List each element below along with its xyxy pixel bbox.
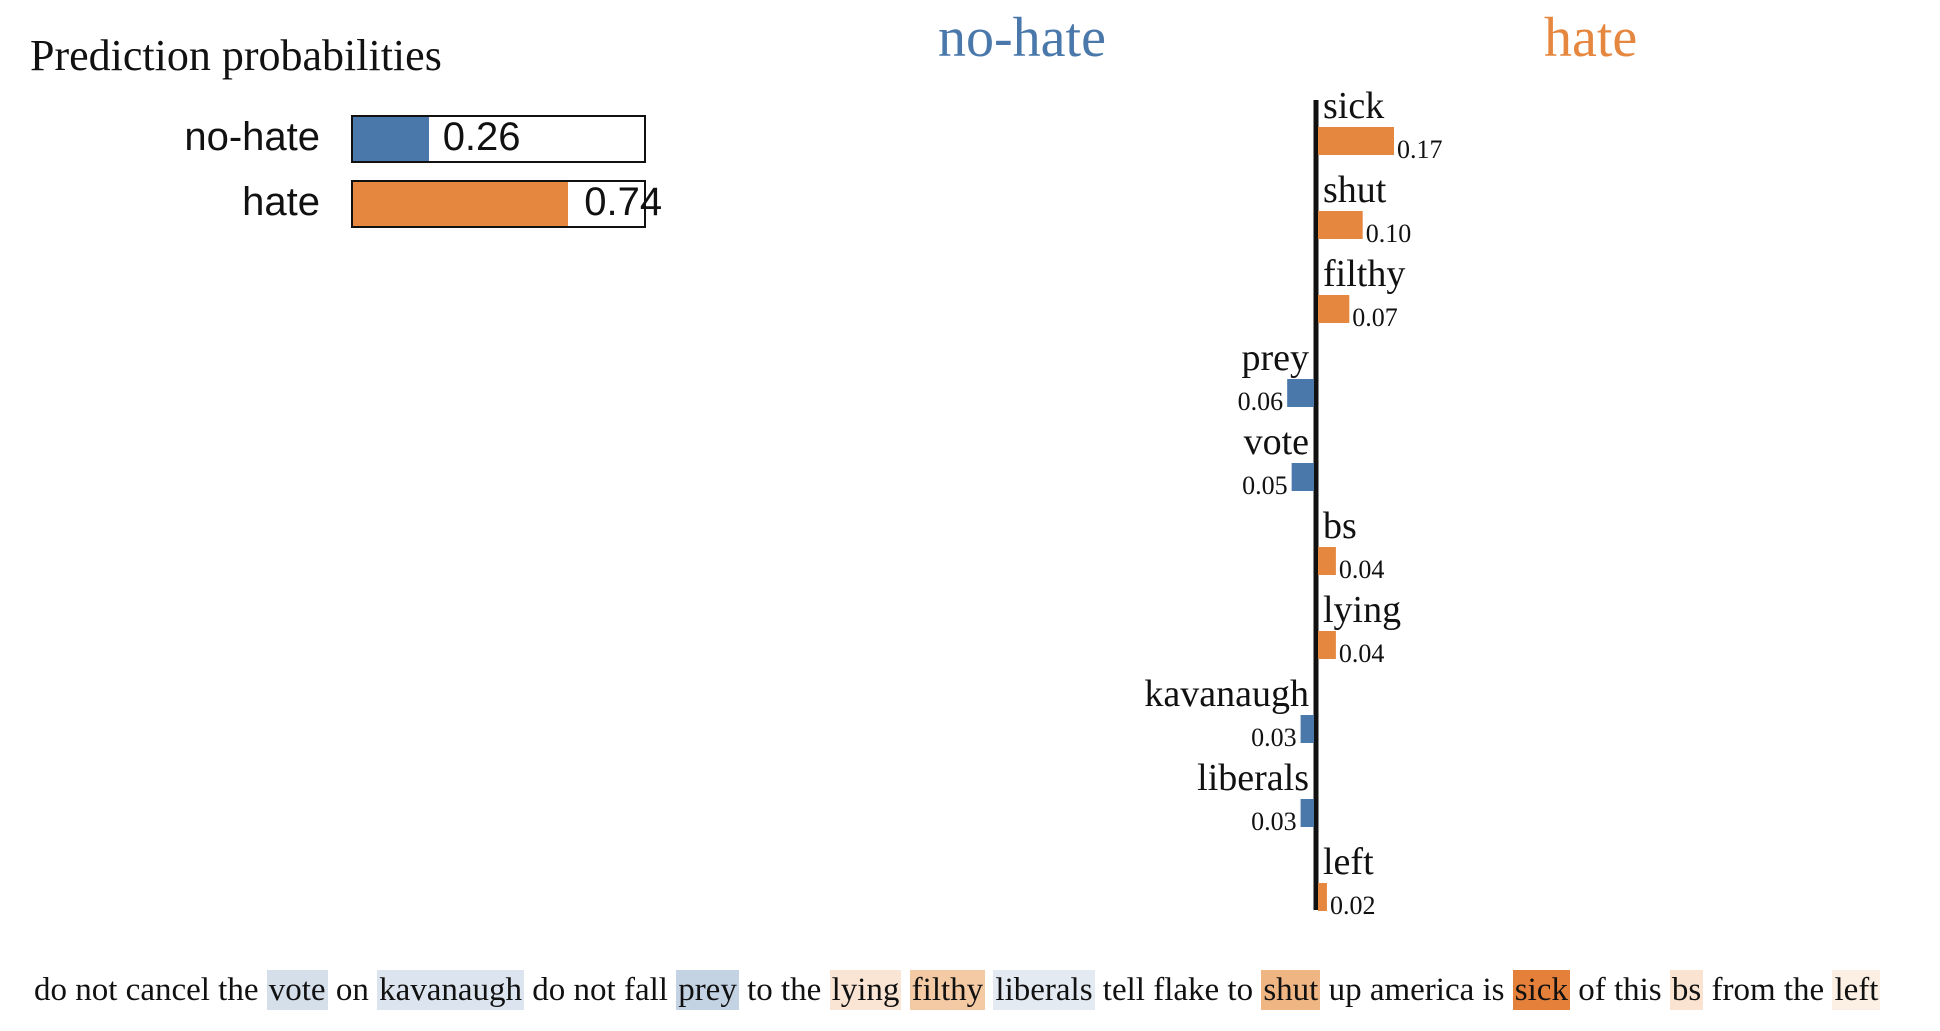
hate-class-header: hate: [1544, 7, 1638, 69]
feature-value-liberals: 0.03: [1251, 807, 1297, 836]
highlighted-word-liberals: liberals: [993, 970, 1095, 1010]
highlighted-text: do not cancel the vote on kavanaugh do n…: [34, 970, 1881, 1010]
feature-label-kavanaugh: kavanaugh: [1144, 673, 1309, 715]
no-hate-class-header: no-hate: [938, 7, 1106, 69]
feature-value-lying: 0.04: [1339, 639, 1385, 668]
prob-bar-hate: [351, 180, 646, 228]
highlighted-word-bs: bs: [1669, 970, 1704, 1010]
feature-value-vote: 0.05: [1242, 471, 1288, 500]
text-segment: of this: [1569, 972, 1670, 1008]
feature-label-bs: bs: [1323, 505, 1357, 547]
highlighted-word-filthy: filthy: [909, 970, 986, 1010]
feature-label-prey: prey: [1241, 337, 1309, 379]
feature-bar-vote: [1291, 463, 1314, 491]
feature-label-lying: lying: [1323, 589, 1401, 631]
feature-bar-shut: [1318, 211, 1363, 239]
prob-fill-no-hate: [353, 117, 429, 161]
feature-value-shut: 0.10: [1366, 219, 1412, 248]
highlighted-word-shut: shut: [1261, 970, 1321, 1010]
prob-label-no-hate: no-hate: [184, 115, 320, 159]
feature-label-vote: vote: [1244, 421, 1309, 463]
feature-bar-left: [1318, 883, 1327, 911]
highlighted-word-kavanaugh: kavanaugh: [377, 970, 525, 1010]
prob-value-hate: 0.74: [584, 180, 663, 224]
highlighted-word-prey: prey: [676, 970, 739, 1010]
feature-bar-liberals: [1300, 799, 1314, 827]
feature-value-prey: 0.06: [1238, 387, 1284, 416]
feature-label-shut: shut: [1323, 169, 1387, 211]
text-segment: do not cancel the: [34, 972, 267, 1008]
feature-bar-kavanaugh: [1300, 715, 1314, 743]
prob-value-no-hate: 0.26: [442, 115, 521, 159]
text-segment: up america is: [1320, 972, 1513, 1008]
feature-weights-chart: sick 0.17 shut 0.10 filthy 0.07 prey 0.06 vote 0.…: [1144, 85, 1443, 920]
feature-value-sick: 0.17: [1397, 135, 1443, 164]
text-segment: tell flake to: [1094, 972, 1262, 1008]
text-segment: to the: [738, 972, 830, 1008]
feature-bar-sick: [1318, 127, 1394, 155]
feature-value-bs: 0.04: [1339, 555, 1385, 584]
highlighted-word-vote: vote: [266, 970, 328, 1010]
feature-label-liberals: liberals: [1197, 757, 1309, 799]
feature-value-kavanaugh: 0.03: [1251, 723, 1297, 752]
prob-bar-no-hate: [351, 115, 646, 163]
feature-bar-bs: [1318, 547, 1336, 575]
text-segment: [901, 972, 909, 1008]
prob-fill-hate: [353, 182, 569, 226]
feature-value-filthy: 0.07: [1352, 303, 1398, 332]
text-segment: on: [327, 972, 378, 1008]
highlighted-word-lying: lying: [829, 970, 902, 1010]
prob-label-hate: hate: [242, 180, 320, 224]
highlighted-word-left: left: [1832, 970, 1881, 1010]
feature-label-left: left: [1323, 841, 1374, 883]
feature-label-filthy: filthy: [1323, 253, 1405, 295]
feature-bar-lying: [1318, 631, 1336, 659]
feature-label-sick: sick: [1323, 85, 1384, 127]
feature-value-left: 0.02: [1330, 891, 1376, 920]
feature-bar-filthy: [1318, 295, 1350, 323]
feature-bar-prey: [1287, 379, 1314, 407]
text-segment: do not fall: [524, 972, 677, 1008]
prediction-probabilities-title: Prediction probabilities: [30, 31, 442, 80]
highlighted-word-sick: sick: [1512, 970, 1570, 1010]
text-segment: from the: [1703, 972, 1833, 1008]
